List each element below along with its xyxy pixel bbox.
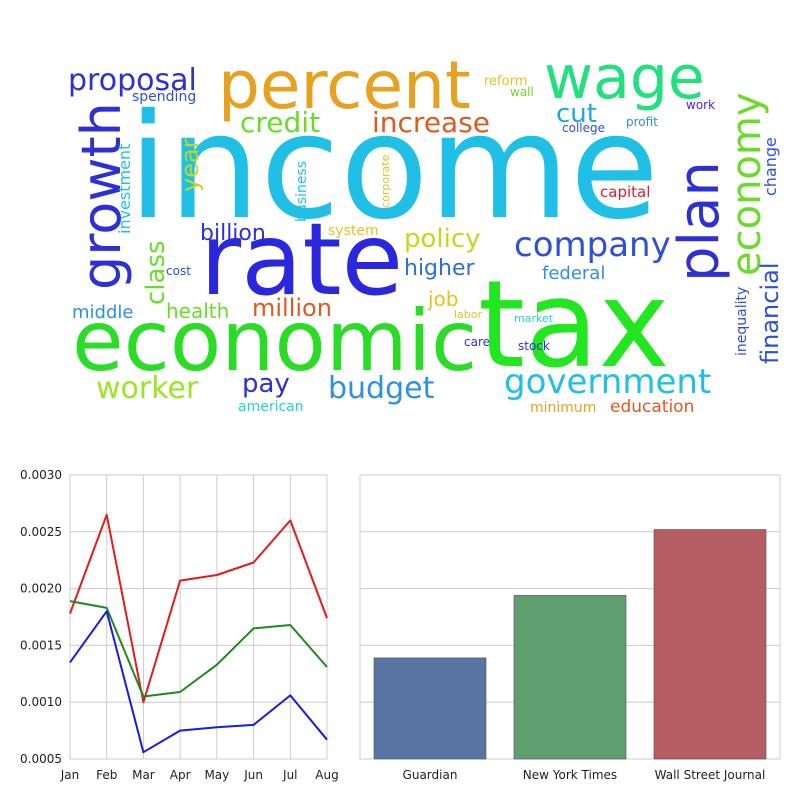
line-chart-y-tick: 0.0025 bbox=[20, 525, 62, 539]
bar-chart-x-tick-labels: Guardian New York Times Wall Street Journa… bbox=[403, 768, 766, 782]
line-chart-x-tick: Aug bbox=[315, 768, 338, 782]
word-income: income bbox=[128, 83, 659, 252]
word-worker: worker bbox=[96, 371, 199, 406]
word-cut: cut bbox=[556, 99, 597, 129]
word-work: work bbox=[686, 98, 715, 112]
word-system: system bbox=[328, 223, 379, 239]
bar-chart-x-tick: Guardian bbox=[403, 768, 458, 782]
line-series-3 bbox=[69, 610, 328, 754]
bar-chart-x-tick: Wall Street Journal bbox=[655, 768, 766, 782]
word-financial: financial bbox=[756, 263, 784, 364]
bar-chart-bars bbox=[373, 529, 767, 760]
line-chart-x-tick: Mar bbox=[132, 768, 155, 782]
word-budget: budget bbox=[328, 371, 435, 406]
line-chart-x-tick: Jul bbox=[282, 768, 297, 782]
word-market: market bbox=[514, 312, 554, 325]
word-education: education bbox=[610, 397, 694, 417]
line-chart-y-tick: 0.0020 bbox=[20, 582, 62, 596]
line-chart-x-tick: May bbox=[204, 768, 229, 782]
word-capital: capital bbox=[600, 183, 650, 201]
word-tax: tax bbox=[478, 256, 670, 395]
word-stock: stock bbox=[518, 339, 550, 353]
word-plan: plan bbox=[667, 161, 732, 282]
bar-wall-street-journal bbox=[653, 529, 767, 760]
line-chart-y-tick-labels: 0.0005 0.0010 0.0015 0.0020 0.0025 0.0030 bbox=[20, 468, 62, 766]
word-american: american bbox=[238, 399, 304, 415]
line-chart-plot-area bbox=[69, 474, 328, 760]
line-chart-x-tick-labels: Jan Feb Mar Apr May Jun Jul Aug bbox=[60, 768, 339, 782]
line-chart-y-tick: 0.0030 bbox=[20, 468, 62, 482]
word-higher: higher bbox=[404, 256, 475, 281]
bar-new-york-times bbox=[513, 595, 627, 760]
word-year: year bbox=[176, 138, 204, 192]
word-pay: pay bbox=[242, 369, 290, 399]
word-percent: percent bbox=[218, 47, 471, 124]
word-spending: spending bbox=[132, 89, 196, 105]
word-middle: middle bbox=[72, 302, 133, 323]
word-company: company bbox=[514, 225, 671, 265]
word-increase: increase bbox=[372, 106, 490, 139]
word-federal: federal bbox=[542, 263, 605, 284]
word-minimum: minimum bbox=[530, 400, 596, 416]
word-growth: growth bbox=[70, 102, 133, 290]
word-labor: labor bbox=[454, 308, 483, 321]
word-million: million bbox=[252, 294, 332, 322]
word-rate: rate bbox=[200, 201, 403, 318]
line-chart-x-tick: Jun bbox=[243, 768, 263, 782]
word-care: care bbox=[464, 335, 490, 349]
word-profit: profit bbox=[626, 115, 658, 129]
bar-guardian bbox=[373, 657, 487, 760]
line-chart-x-tick: Jan bbox=[60, 768, 80, 782]
line-chart-series bbox=[69, 513, 328, 754]
word-policy: policy bbox=[404, 224, 481, 254]
line-chart: 0.0005 0.0010 0.0015 0.0020 0.0025 0.0030 Jan… bbox=[20, 468, 339, 782]
word-business: business bbox=[294, 161, 310, 222]
line-chart-y-tick: 0.0010 bbox=[20, 695, 62, 709]
word-billion: billion bbox=[200, 221, 266, 246]
word-inequality: inequality bbox=[734, 287, 750, 356]
line-chart-x-tick: Feb bbox=[96, 768, 117, 782]
word-cost: cost bbox=[166, 264, 191, 278]
word-investment: investment bbox=[115, 144, 134, 234]
word-health: health bbox=[166, 299, 229, 323]
word-reform: reform bbox=[484, 74, 527, 89]
word-class: class bbox=[141, 240, 171, 305]
word-proposal: proposal bbox=[68, 63, 197, 98]
word-change: change bbox=[761, 137, 780, 196]
word-wage: wage bbox=[544, 43, 705, 113]
bar-chart-x-tick: New York Times bbox=[523, 768, 617, 782]
word-economic: economic bbox=[72, 292, 477, 390]
word-economy: economy bbox=[724, 92, 770, 276]
line-series-2 bbox=[69, 600, 328, 698]
line-chart-y-tick: 0.0005 bbox=[20, 752, 62, 766]
word-credit: credit bbox=[240, 106, 320, 139]
word-college: college bbox=[562, 121, 605, 135]
word-government: government bbox=[504, 362, 711, 402]
word-wall: wall bbox=[510, 85, 534, 99]
line-chart-y-tick: 0.0015 bbox=[20, 638, 62, 652]
line-series-1 bbox=[69, 513, 328, 704]
line-chart-x-tick: Apr bbox=[170, 768, 191, 782]
word-corporate: corporate bbox=[379, 154, 392, 208]
word-job: job bbox=[427, 287, 459, 311]
